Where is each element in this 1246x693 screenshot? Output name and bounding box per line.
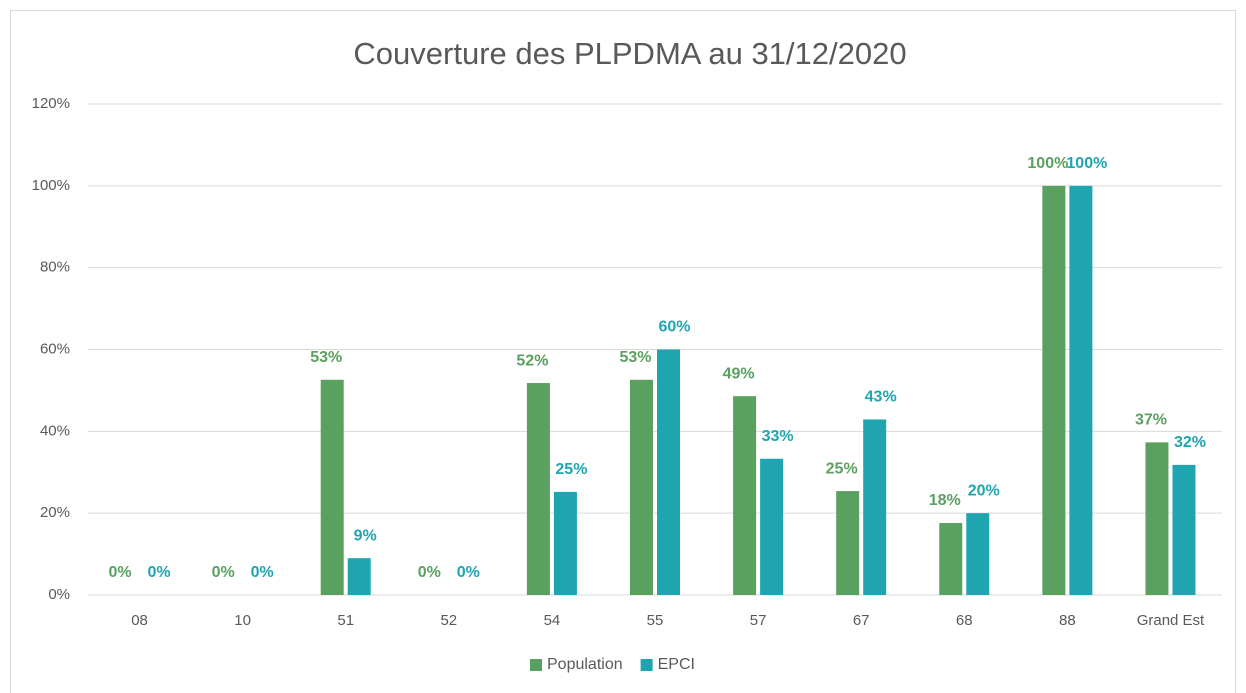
x-tick-label: 55: [647, 612, 664, 629]
x-tick-label: 51: [337, 612, 354, 629]
bar: [939, 522, 963, 595]
legend-swatch: [530, 659, 542, 671]
x-tick-label: 10: [234, 612, 251, 629]
value-label: 0%: [212, 564, 235, 581]
bar: [836, 491, 860, 595]
legend-label: Population: [547, 656, 623, 673]
bar: [347, 558, 371, 595]
value-label: 43%: [865, 389, 897, 406]
value-label: 49%: [723, 365, 755, 382]
x-tick-label: Grand Est: [1137, 612, 1205, 629]
x-tick-label: 68: [956, 612, 973, 629]
y-tick-label: 80%: [40, 259, 70, 276]
x-tick-label: 57: [750, 612, 767, 629]
bar: [1069, 185, 1093, 596]
value-label: 0%: [251, 564, 274, 581]
x-tick-label: 54: [544, 612, 561, 629]
value-label: 33%: [762, 428, 794, 445]
value-label: 100%: [1066, 155, 1107, 172]
x-tick-label: 88: [1059, 612, 1076, 629]
value-label: 20%: [968, 482, 1000, 499]
y-tick-label: 120%: [32, 95, 70, 112]
value-label: 53%: [310, 349, 342, 366]
x-tick-label: 67: [853, 612, 870, 629]
value-label: 60%: [658, 319, 690, 336]
bar: [1042, 185, 1066, 596]
value-label: 0%: [418, 564, 441, 581]
bar: [1172, 464, 1196, 595]
value-label: 100%: [1027, 155, 1068, 172]
bar: [630, 379, 653, 595]
value-label: 0%: [108, 564, 131, 581]
value-label: 18%: [929, 492, 961, 509]
bar: [553, 491, 577, 595]
value-label: 32%: [1174, 434, 1206, 451]
y-tick-label: 20%: [40, 504, 70, 521]
value-label: 53%: [619, 349, 651, 366]
bar: [733, 396, 757, 595]
bar: [966, 513, 990, 595]
bar: [526, 383, 550, 595]
value-label: 0%: [147, 564, 170, 581]
chart-title: Couverture des PLPDMA au 31/12/2020: [353, 36, 906, 71]
x-tick-label: 52: [440, 612, 457, 629]
bar: [657, 349, 680, 595]
chart-frame: [10, 10, 1236, 693]
value-label: 25%: [826, 460, 858, 477]
bar: [1145, 442, 1169, 595]
bar: [760, 458, 784, 595]
y-tick-label: 40%: [40, 422, 70, 439]
bar: [863, 419, 887, 595]
value-label: 52%: [516, 352, 548, 369]
y-tick-label: 100%: [32, 177, 70, 194]
value-label: 25%: [555, 461, 587, 478]
x-tick-label: 08: [131, 612, 148, 629]
legend-swatch: [640, 659, 653, 671]
y-tick-label: 0%: [48, 586, 70, 603]
value-label: 0%: [457, 564, 480, 581]
legend-label: EPCI: [658, 656, 695, 673]
y-tick-label: 60%: [40, 340, 70, 357]
value-label: 37%: [1135, 412, 1167, 429]
value-label: 9%: [354, 527, 377, 544]
bar: [320, 379, 344, 595]
